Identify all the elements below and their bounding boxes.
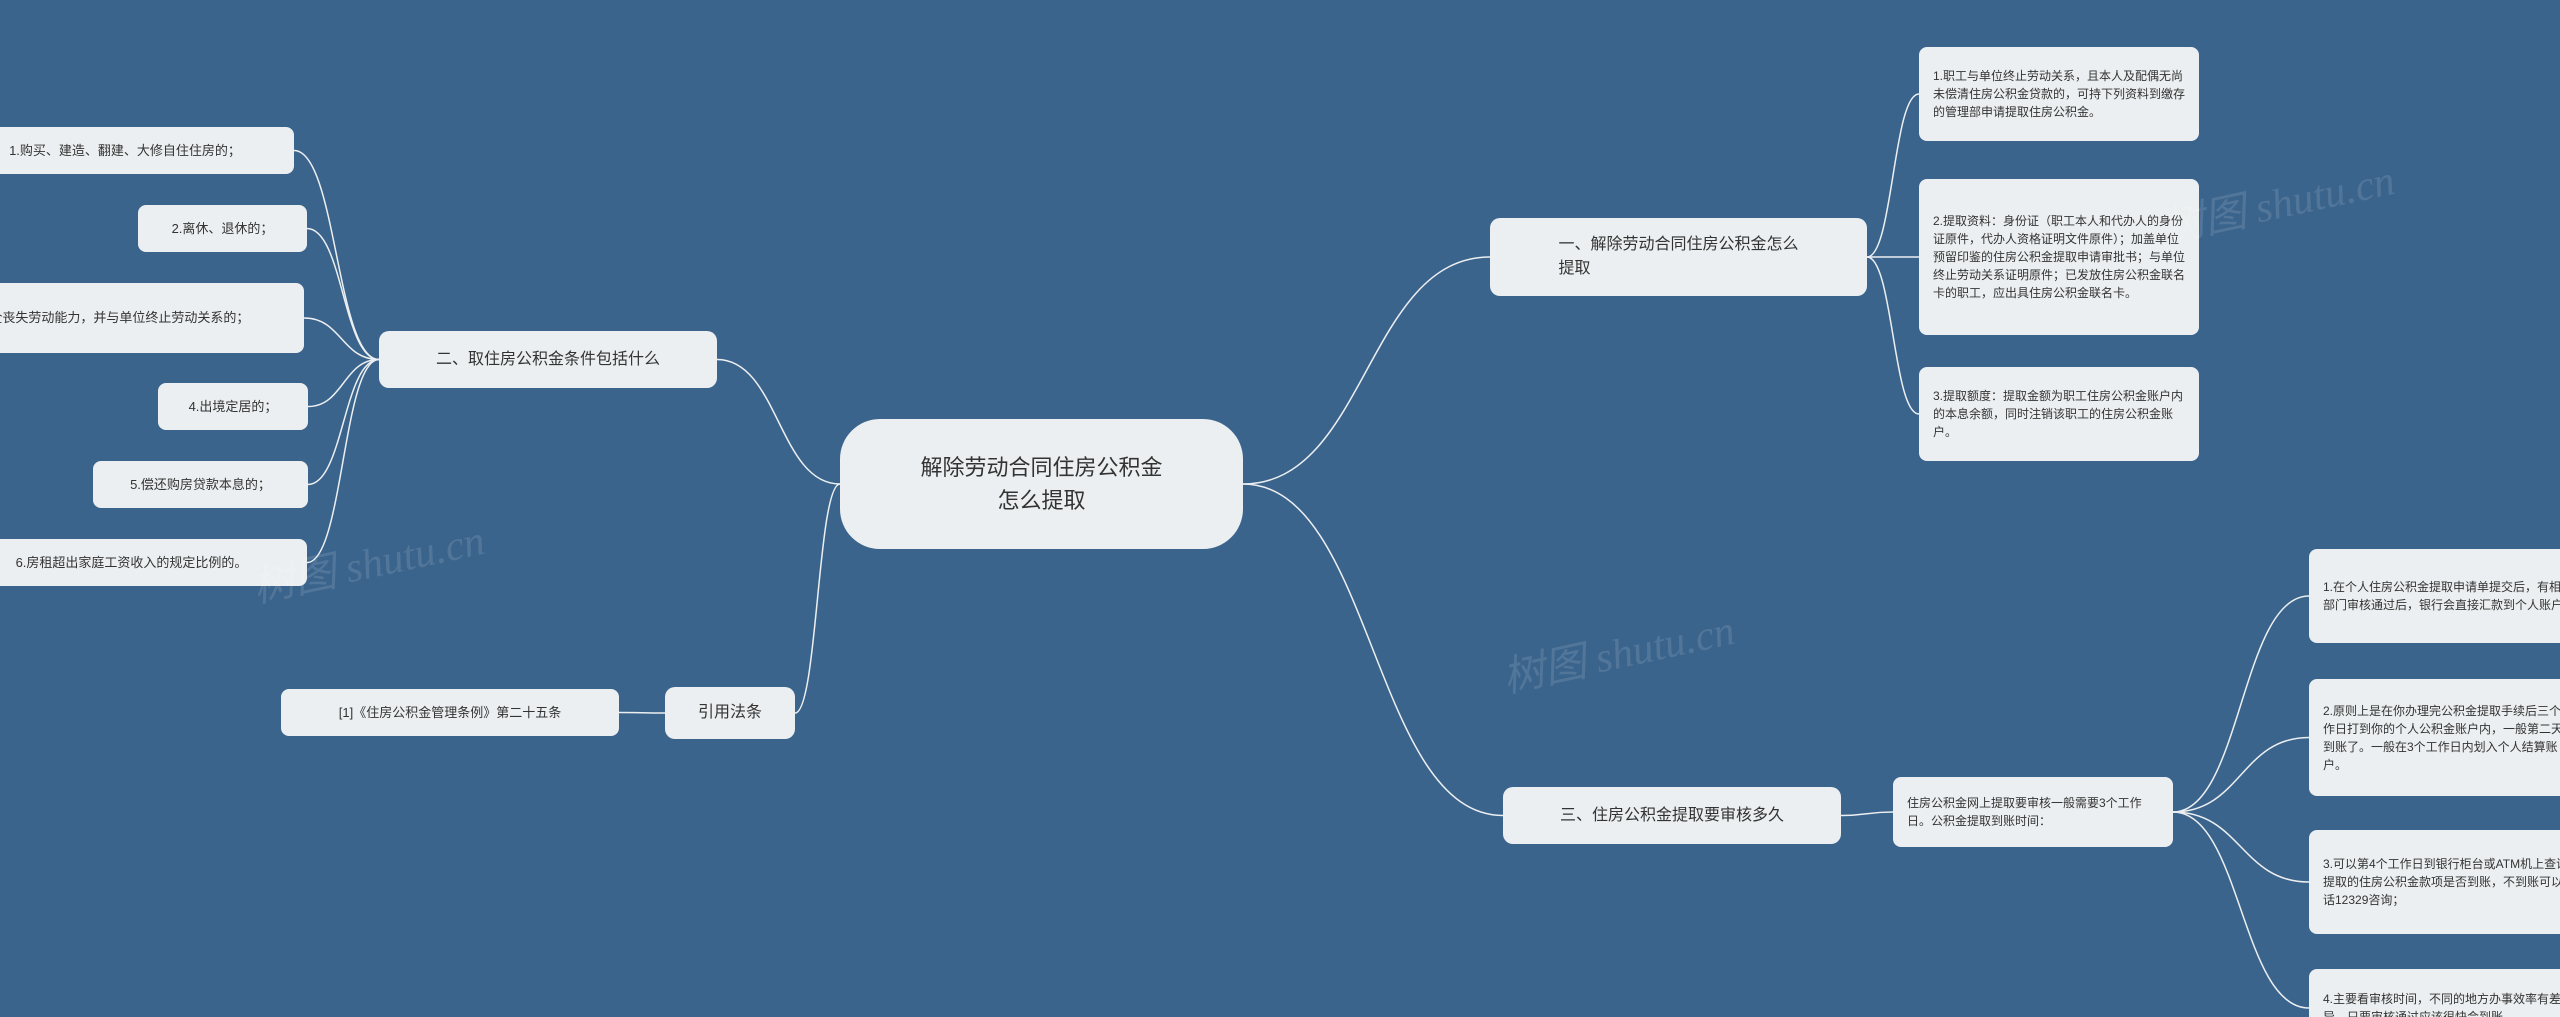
leaf-b3c3: 3.可以第4个工作日到银行柜台或ATM机上查询提取的住房公积金款项是否到账，不到… (2309, 830, 2560, 934)
leaf-b2c2: 2.离休、退休的； (138, 205, 307, 252)
edges (0, 0, 2560, 1017)
leaf-b1c2: 2.提取资料：身份证（职工本人和代办人的身份证原件，代办人资格证明文件原件）；加… (1919, 179, 2199, 335)
mindmap-canvas: 解除劳动合同住房公积金 怎么提取 一、解除劳动合同住房公积金怎么 提取 1.职工与单… (0, 0, 2560, 1017)
branch-b2: 二、取住房公积金条件包括什么 (379, 331, 717, 388)
leaf-b3c1: 1.在个人住房公积金提取申请单提交后，有相关部门审核通过后，银行会直接汇款到个人… (2309, 549, 2560, 643)
leaf-b2c6: 6.房租超出家庭工资收入的规定比例的。 (0, 539, 307, 586)
inline-b3i: 住房公积金网上提取要审核一般需要3个工作日。公积金提取到账时间： (1893, 777, 2173, 847)
leaf-b2c1: 1.购买、建造、翻建、大修自住住房的； (0, 127, 294, 174)
leaf-b2c3: 3.完全丧失劳动能力，并与单位终止劳动关系的； (0, 283, 304, 353)
leaf-b3c2: 2.原则上是在你办理完公积金提取手续后三个工作日打到你的个人公积金账户内，一般第… (2309, 679, 2560, 796)
leaf-b4c1: [1]《住房公积金管理条例》第二十五条 (281, 689, 619, 736)
leaf-b1c1: 1.职工与单位终止劳动关系，且本人及配偶无尚未偿清住房公积金贷款的，可持下列资料… (1919, 47, 2199, 141)
branch-b3: 三、住房公积金提取要审核多久 (1503, 787, 1841, 844)
leaf-b2c5: 5.偿还购房贷款本息的； (93, 461, 308, 508)
root-node: 解除劳动合同住房公积金 怎么提取 (840, 419, 1243, 549)
leaf-b1c3: 3.提取额度：提取金额为职工住房公积金账户内的本息余额，同时注销该职工的住房公积… (1919, 367, 2199, 461)
leaf-b3c4: 4.主要看审核时间，不同的地方办事效率有差异，只要审核通过应该很快会到账。 (2309, 969, 2560, 1017)
branch-b4: 引用法条 (665, 687, 795, 739)
leaf-b2c4: 4.出境定居的； (158, 383, 308, 430)
branch-b1: 一、解除劳动合同住房公积金怎么 提取 (1490, 218, 1867, 296)
watermark: 树图 shutu.cn (1496, 596, 1739, 705)
